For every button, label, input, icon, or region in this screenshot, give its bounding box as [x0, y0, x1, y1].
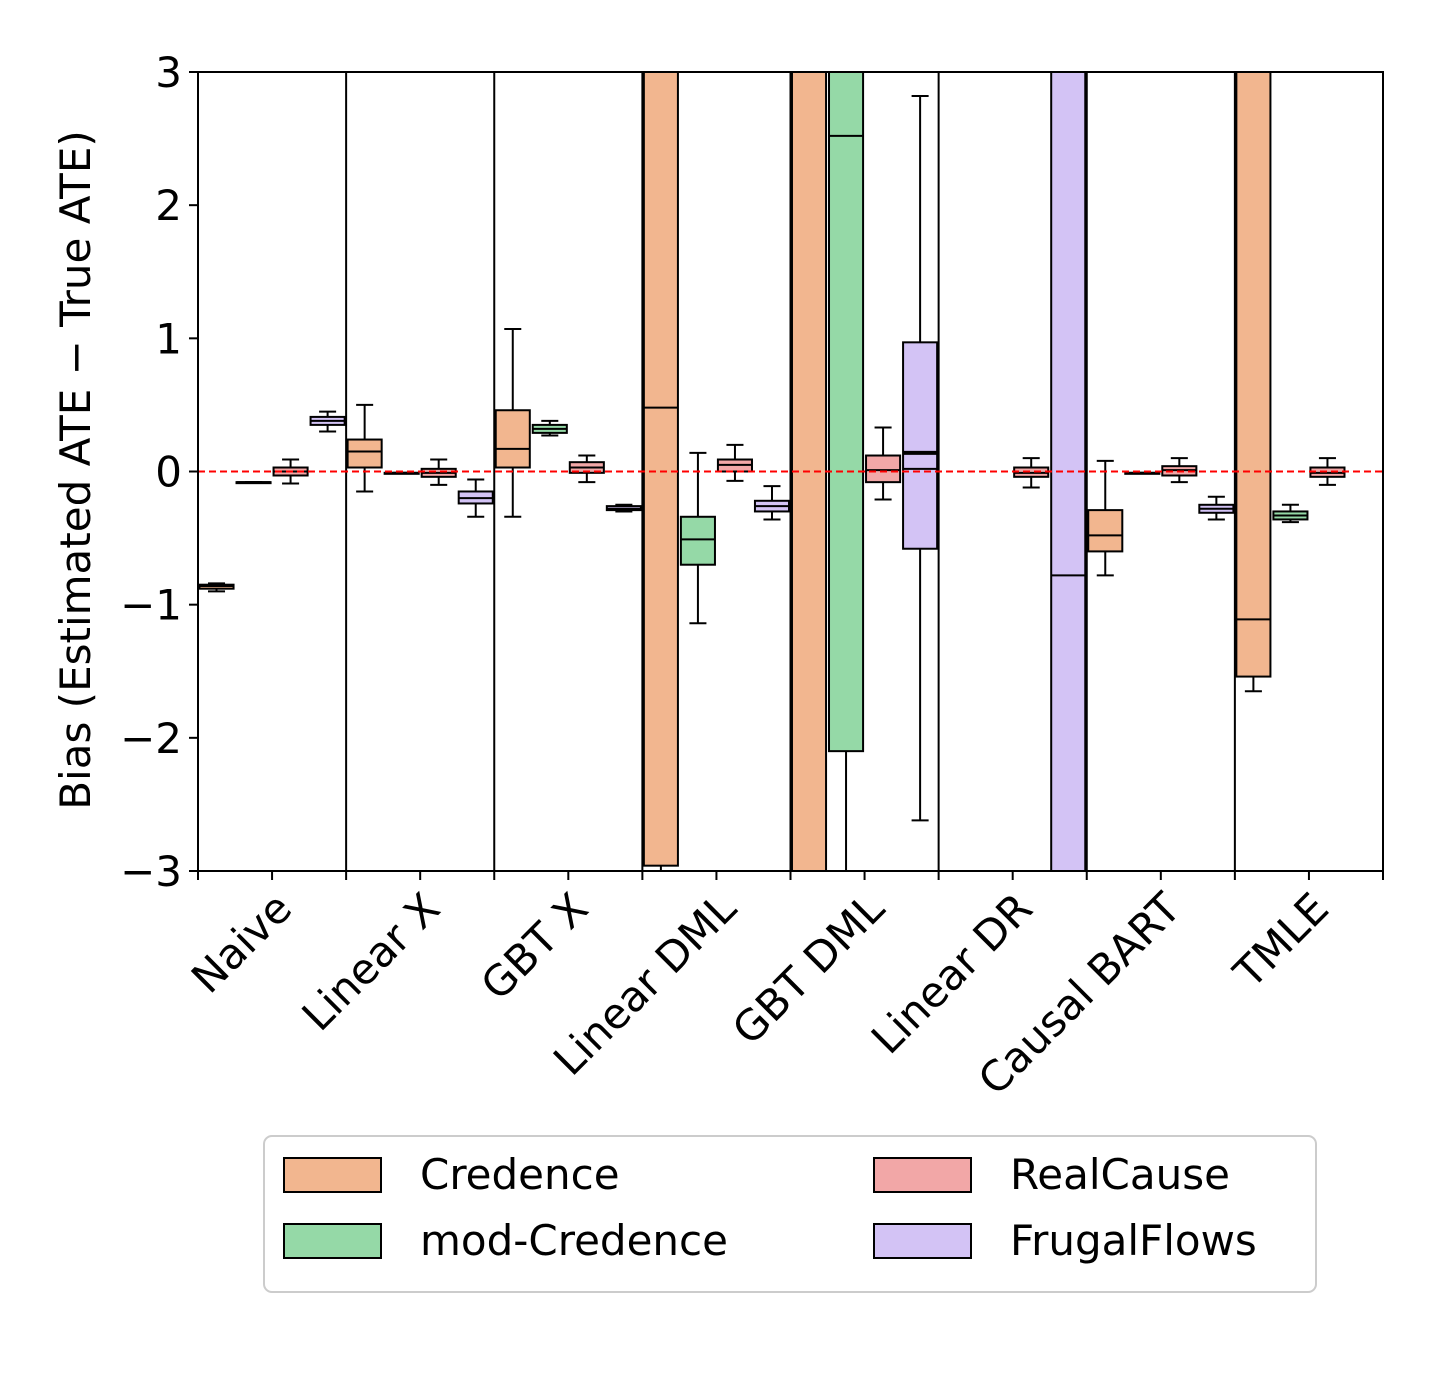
box-RealCause-Linear X — [420, 458, 457, 486]
box-body — [865, 454, 902, 484]
y-tick-label: −2 — [120, 714, 182, 763]
legend-label: RealCause — [1010, 1150, 1230, 1199]
y-axis-label: Bias (Estimated ATE − True ATE) — [51, 130, 100, 810]
legend-swatch — [283, 1157, 382, 1193]
y-tick-label: 0 — [155, 448, 182, 497]
legend-label: mod-Credence — [420, 1216, 728, 1265]
box-body — [679, 515, 716, 566]
box-body — [902, 341, 939, 550]
box-Credence-Naive — [198, 582, 235, 593]
legend-label: FrugalFlows — [1010, 1216, 1257, 1265]
box-FrugalFlows-Causal BART — [1198, 495, 1235, 521]
x-category-label: GBT X — [471, 883, 597, 1009]
y-tick-label: −1 — [120, 581, 182, 630]
box-mod-Credence-Linear DML — [679, 451, 716, 625]
y-tick-label: −3 — [120, 847, 182, 896]
legend-entry: RealCause — [873, 1150, 1230, 1199]
x-category-label: TMLE — [1224, 883, 1338, 997]
box-body — [346, 438, 383, 469]
box-FrugalFlows-GBT DML — [902, 94, 939, 822]
box-mod-Credence-TMLE — [1272, 503, 1309, 524]
box-FrugalFlows-Linear DML — [753, 485, 791, 521]
box-mod-Credence-Causal BART — [1124, 471, 1161, 475]
box-Credence-Linear DML — [642, 72, 679, 871]
legend-swatch — [873, 1157, 972, 1193]
box-FrugalFlows-Naive — [309, 410, 346, 433]
legend-label: Credence — [420, 1150, 620, 1199]
legend-swatch — [873, 1223, 972, 1259]
box-Credence-GBT X — [494, 328, 531, 518]
box-mod-Credence-Naive — [235, 481, 272, 485]
legend-swatch — [283, 1223, 382, 1259]
box-Credence-Linear X — [346, 403, 383, 493]
marker-linear-dr-extra — [903, 450, 938, 455]
box-Credence-Causal BART — [1087, 459, 1124, 577]
box-mod-Credence-GBT X — [531, 419, 568, 437]
box-Credence-TMLE — [1235, 72, 1272, 693]
legend-entry: mod-Credence — [283, 1216, 728, 1265]
box-body — [494, 409, 531, 469]
box-FrugalFlows-Linear X — [457, 478, 494, 518]
box-mod-Credence-GBT DML — [828, 72, 865, 871]
box-RealCause-GBT X — [568, 454, 605, 484]
x-category-label: Linear X — [293, 883, 450, 1040]
box-body — [828, 72, 865, 753]
box-body — [1235, 72, 1272, 678]
legend: Credence RealCause mod-Credence FrugalFlows — [263, 1135, 1317, 1293]
y-tick-label: 1 — [155, 314, 182, 363]
legend-entry: FrugalFlows — [873, 1216, 1257, 1265]
legend-frame — [263, 1135, 1317, 1293]
box-RealCause-GBT DML — [865, 426, 902, 501]
box-RealCause-Linear DML — [716, 443, 753, 482]
box-body — [642, 72, 679, 867]
legend-entry: Credence — [283, 1150, 620, 1199]
box-mod-Credence-Linear X — [383, 471, 420, 475]
y-tick-label: 3 — [155, 48, 182, 97]
box-body — [1087, 509, 1124, 553]
y-tick-label: 2 — [155, 181, 182, 230]
x-category-label: Naive — [182, 883, 301, 1002]
box-FrugalFlows-GBT X — [605, 503, 642, 513]
